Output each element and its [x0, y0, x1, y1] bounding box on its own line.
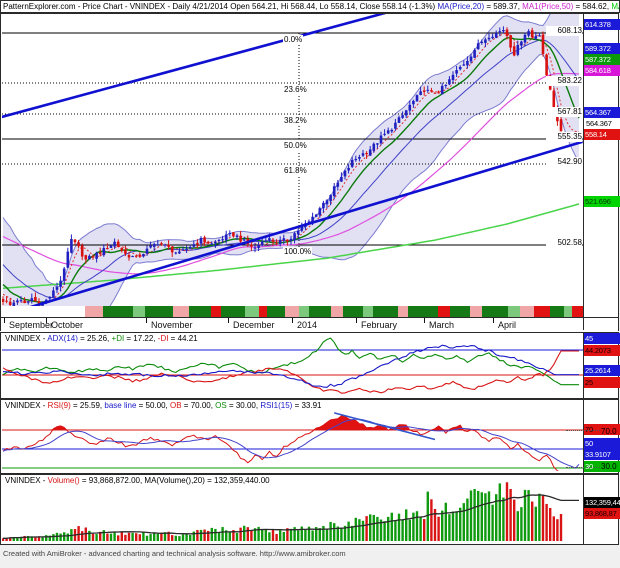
ribbon-segment: [189, 306, 211, 317]
footer-credit: Created with AmiBroker - advanced charti…: [3, 549, 346, 558]
rsi-axis-divider: [583, 400, 584, 473]
ribbon-segment: [103, 306, 133, 317]
adx-canvas[interactable]: [2, 333, 583, 396]
month-tick: [493, 318, 494, 323]
title-segment: = 93,868,872.00, MA(Volume(),20) = 132,3…: [79, 476, 270, 485]
ribbon-segment: [299, 306, 309, 317]
month-label: 2014: [297, 320, 318, 330]
title-segment: VNINDEX -: [5, 334, 48, 343]
price-chart-panel: September October November December 2014 Febr…: [0, 13, 619, 332]
month-tick: [424, 318, 425, 323]
ribbon-segment: [173, 306, 189, 317]
title-segment: = 17.22,: [124, 334, 158, 343]
month-tick: [146, 318, 147, 323]
month-label: November: [151, 320, 193, 330]
title-segment: OS: [215, 401, 227, 410]
title-segment: base line: [104, 401, 137, 410]
ribbon-segment: [267, 306, 285, 317]
ribbon-segment: [482, 306, 508, 317]
ribbon-segment: [534, 306, 550, 317]
ribbon-segment: [438, 306, 450, 317]
adx-panel: VNINDEX - ADX(14) = 25.26, +DI = 17.22, …: [0, 332, 619, 399]
ribbon-segment: [450, 306, 470, 317]
month-tick: [356, 318, 357, 323]
month-label: February: [361, 320, 398, 330]
ribbon-segment: [398, 306, 408, 317]
month-tick: [4, 318, 5, 323]
ribbon-segment: [363, 306, 373, 317]
ribbon-segment: [145, 306, 173, 317]
title-segment: RSI(9): [47, 401, 71, 410]
title-segment: MA1(Price,50): [522, 2, 574, 11]
ribbon-segment: [331, 306, 343, 317]
time-axis: September October November December 2014 Febr…: [1, 317, 618, 332]
chart-title-bar: PatternExplorer.com - Price Chart - VNIN…: [0, 0, 620, 13]
title-segment: = 30.00,: [226, 401, 261, 410]
ribbon-segment: [572, 306, 583, 317]
ribbon-segment: [373, 306, 398, 317]
month-label: September: [9, 320, 54, 330]
volume-axis-divider: [583, 475, 584, 544]
month-label: December: [233, 320, 275, 330]
title-segment: MA(Price,20): [437, 2, 485, 11]
title-segment: -DI: [157, 334, 169, 343]
rsi-canvas[interactable]: [2, 400, 583, 471]
title-segment: = 584.62,: [573, 2, 612, 11]
month-tick: [46, 318, 47, 323]
rsi-panel: VNINDEX - RSI(9) = 25.59, base line = 50…: [0, 399, 619, 474]
adx-title: VNINDEX - ADX(14) = 25.26, +DI = 17.22, …: [5, 334, 198, 344]
month-tick: [228, 318, 229, 323]
ribbon-segment: [285, 306, 299, 317]
title-segment: Volume(): [47, 476, 80, 485]
title-segment: = 44.21: [168, 334, 198, 343]
volume-title: VNINDEX - Volume() = 93,868,872.00, MA(V…: [5, 476, 270, 486]
title-segment: VNINDEX -: [5, 476, 48, 485]
rsi-title: VNINDEX - RSI(9) = 25.59, base line = 50…: [5, 401, 321, 411]
ribbon-segment: [408, 306, 438, 317]
ribbon-segment: [245, 306, 259, 317]
price-chart-canvas[interactable]: [2, 14, 583, 306]
title-segment: = 33.91: [292, 401, 322, 410]
title-segment: RSI1(15): [260, 401, 293, 410]
ribbon-segment: [221, 306, 245, 317]
volume-canvas[interactable]: [2, 475, 583, 542]
ribbon-segment: [211, 306, 221, 317]
title-segment: MA2(Price,200): [611, 2, 619, 11]
ribbon-segment: [343, 306, 363, 317]
title-segment: OB: [170, 401, 182, 410]
title-segment: PatternExplorer.com - Price Chart - VNIN…: [3, 2, 438, 11]
ribbon-segment: [85, 306, 103, 317]
title-segment: ADX(14): [47, 334, 78, 343]
ribbon-segment: [564, 306, 572, 317]
title-segment: VNINDEX -: [5, 401, 48, 410]
month-label: April: [498, 320, 517, 330]
title-segment: = 25.59,: [70, 401, 105, 410]
volume-panel: VNINDEX - Volume() = 93,868,872.00, MA(V…: [0, 474, 619, 545]
price-axis-divider: [583, 14, 584, 330]
ribbon-segment: [550, 306, 564, 317]
month-tick: [292, 318, 293, 323]
ribbon-segment: [133, 306, 145, 317]
ribbon-segment: [520, 306, 534, 317]
trend-ribbon: [85, 306, 583, 317]
title-segment: = 50.00,: [136, 401, 171, 410]
title-segment: = 589.37,: [484, 2, 523, 11]
month-label: October: [51, 320, 84, 330]
title-segment: +DI: [111, 334, 125, 343]
title-segment: = 70.00,: [181, 401, 216, 410]
ribbon-segment: [259, 306, 267, 317]
ribbon-segment: [309, 306, 331, 317]
adx-axis-divider: [583, 333, 584, 398]
ribbon-segment: [508, 306, 520, 317]
ribbon-segment: [470, 306, 482, 317]
month-label: March: [429, 320, 455, 330]
title-segment: = 25.26,: [77, 334, 112, 343]
